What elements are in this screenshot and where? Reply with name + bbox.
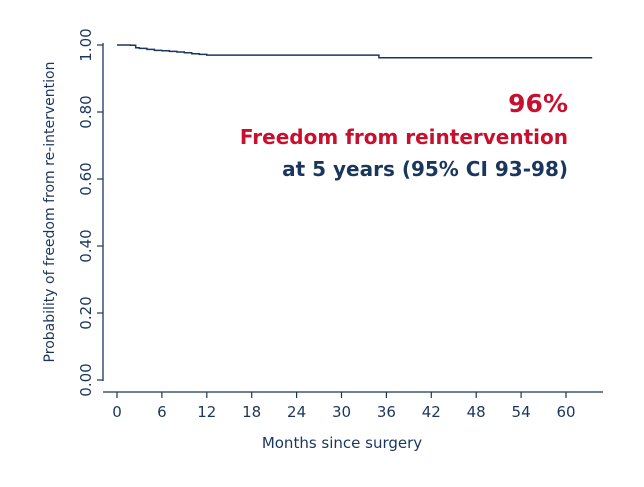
y-axis-label: Probability of freedom from re-intervent… — [42, 62, 58, 363]
x-tick-label: 12 — [197, 403, 216, 421]
x-tick-label: 6 — [157, 403, 167, 421]
x-tick-label: 54 — [512, 403, 531, 421]
x-axis-label: Months since surgery — [262, 434, 422, 452]
x-tick-label: 18 — [242, 403, 261, 421]
x-tick-label: 42 — [422, 403, 441, 421]
x-tick-label: 48 — [467, 403, 486, 421]
x-tick-label: 36 — [377, 403, 396, 421]
survival-curve — [117, 44, 593, 59]
y-tick-label: 0.40 — [77, 229, 95, 262]
annotation-ci: at 5 years (95% CI 93-98) — [282, 157, 568, 181]
y-tick-label: 0.60 — [77, 162, 95, 195]
series-layer — [117, 44, 593, 59]
x-tick-label: 24 — [287, 403, 306, 421]
y-tick-label: 0.20 — [77, 296, 95, 329]
y-tick-label: 0.00 — [77, 363, 95, 396]
x-tick-label: 30 — [332, 403, 351, 421]
x-tick-label: 60 — [556, 403, 575, 421]
annotation-percent: 96% — [508, 89, 568, 118]
x-axis-ticks: 0 6 12 18 24 30 36 42 48 54 60 — [112, 392, 576, 421]
axes — [102, 43, 603, 393]
y-tick-label: 1.00 — [77, 28, 95, 61]
annotation-freedom: Freedom from reintervention — [240, 125, 568, 149]
y-tick-label: 0.80 — [77, 95, 95, 128]
x-tick-label: 0 — [112, 403, 122, 421]
y-axis-ticks: 0.00 0.20 0.40 0.60 0.80 1.00 — [77, 28, 103, 397]
